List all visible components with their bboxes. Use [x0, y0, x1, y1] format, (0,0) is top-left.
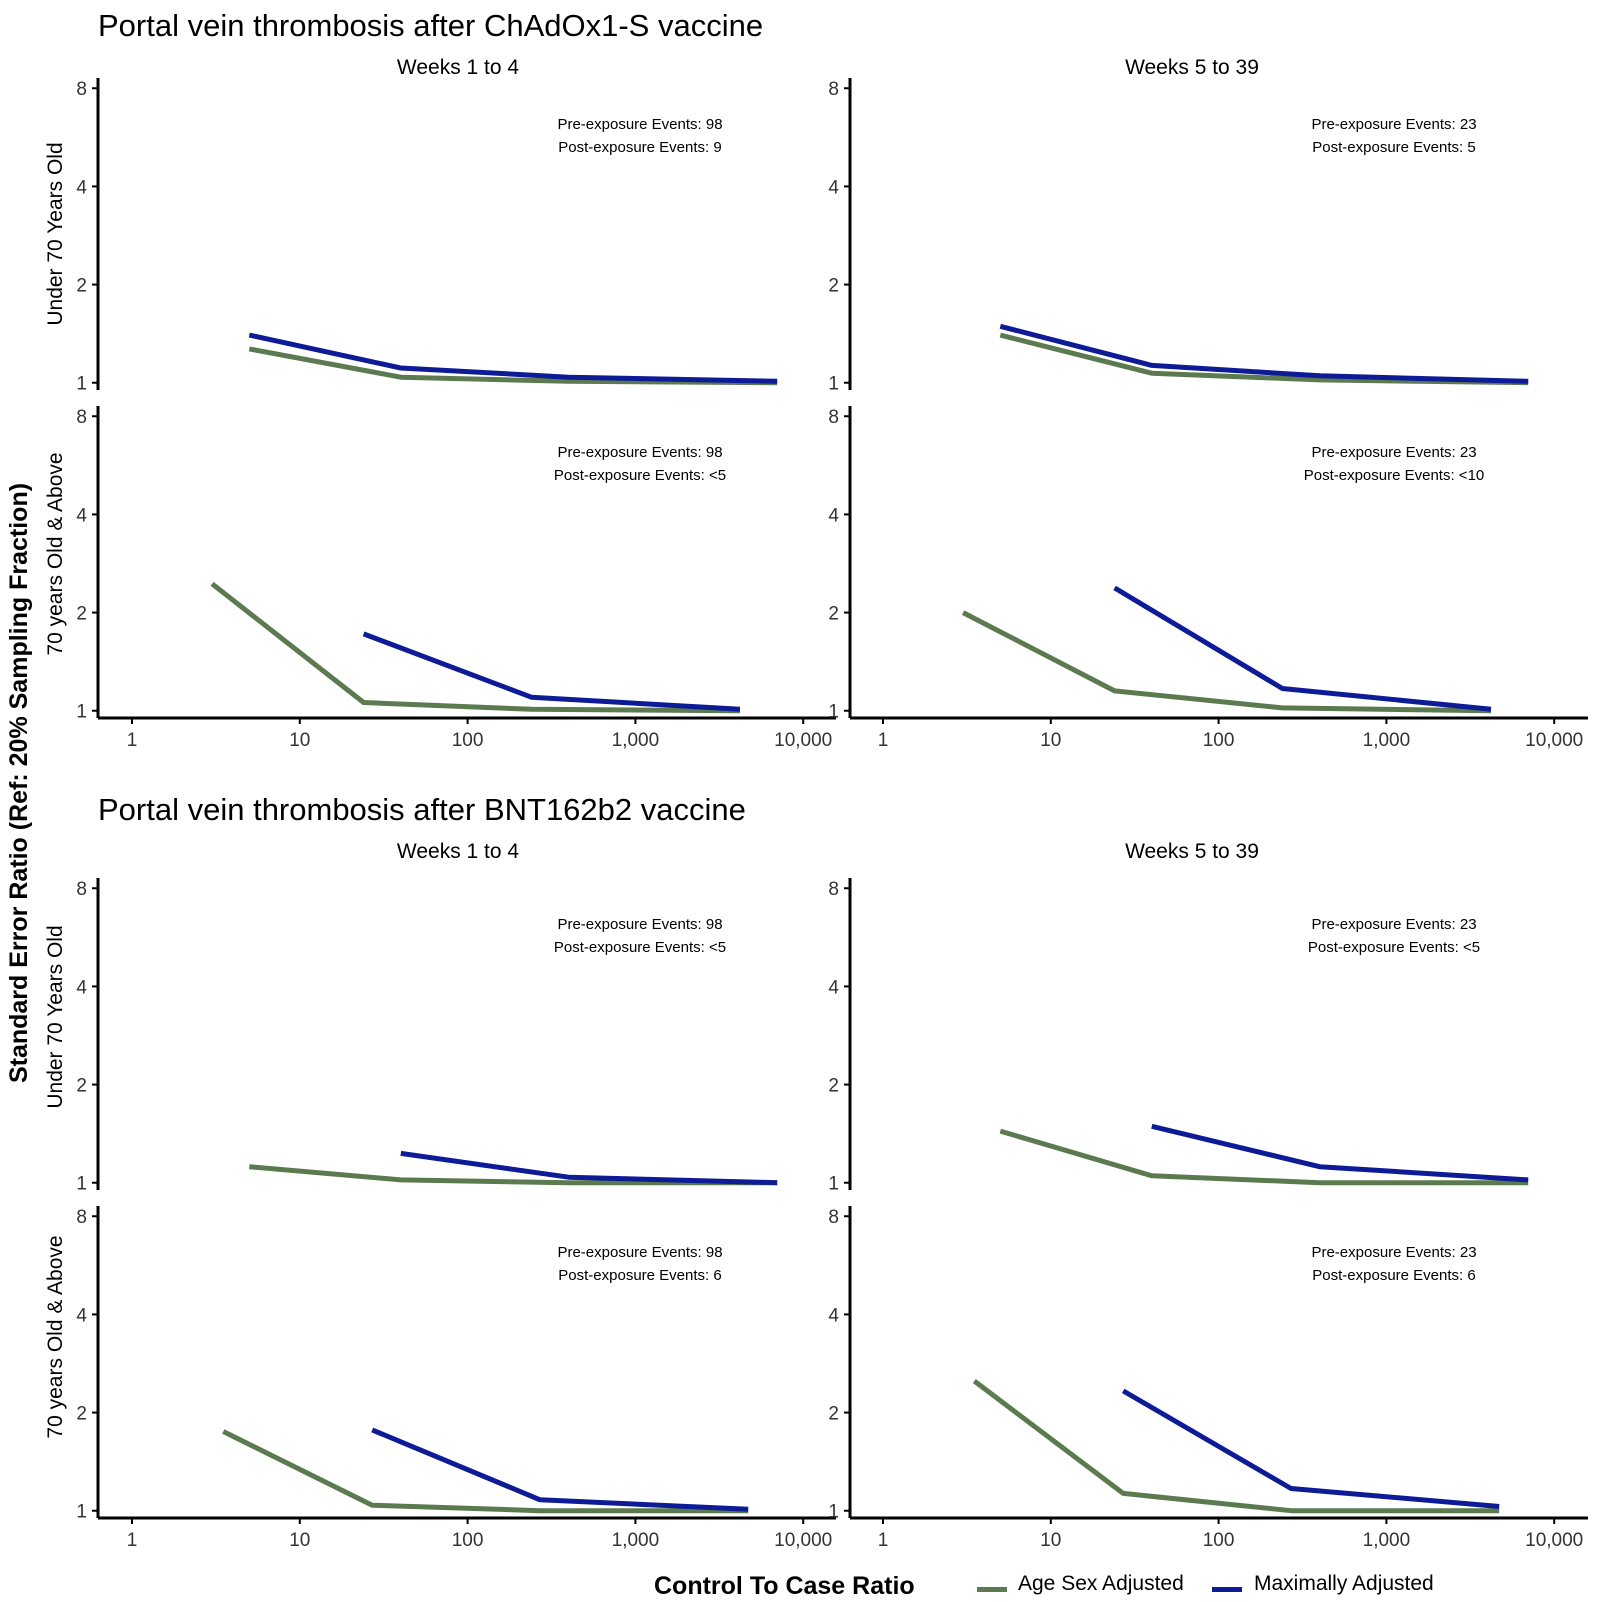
y-tick-label: 1: [76, 1174, 87, 1195]
y-tick-label: 8: [828, 407, 839, 428]
group-title-bnt162b2: Portal vein thrombosis after BNT162b2 va…: [98, 792, 746, 827]
legend-label-age-sex: Age Sex Adjusted: [1018, 1572, 1184, 1595]
series-line-maximally-adjusted: [1151, 1123, 1529, 1183]
y-tick-label: 1: [76, 702, 87, 723]
x-tick-label: 1: [878, 730, 889, 751]
x-tick-label: 100: [1203, 1530, 1235, 1551]
y-tick-label: 2: [76, 1404, 87, 1425]
panel-annotation: Post-exposure Events: <5: [554, 939, 726, 956]
panel-annotation: Pre-exposure Events: 23: [1311, 116, 1476, 133]
y-tick-label: 8: [76, 879, 87, 900]
y-tick-label: 1: [76, 374, 87, 395]
y-tick-label: 4: [828, 977, 839, 998]
x-tick-label: 1: [127, 1530, 138, 1551]
y-tick-label: 4: [828, 505, 839, 526]
group-title-chadox1: Portal vein thrombosis after ChAdOx1-S v…: [98, 8, 764, 43]
panel-annotation: Pre-exposure Events: 98: [557, 116, 722, 133]
y-tick-label: 8: [76, 1207, 87, 1228]
y-tick-label: 2: [76, 604, 87, 625]
y-tick-label: 2: [828, 1076, 839, 1097]
x-tick-label: 10,000: [1525, 1530, 1583, 1551]
strip-weeks-1-4-group2: Weeks 1 to 4: [396, 840, 520, 863]
panel-annotation: Pre-exposure Events: 23: [1311, 444, 1476, 461]
x-tick-label: 100: [452, 1530, 484, 1551]
x-tick-label: 1: [127, 730, 138, 751]
panel-annotation: Pre-exposure Events: 98: [557, 444, 722, 461]
legend-label-maximal: Maximally Adjusted: [1254, 1572, 1434, 1595]
x-tick-label: 100: [1203, 730, 1235, 751]
panel-annotation: Post-exposure Events: 6: [1312, 1267, 1475, 1284]
x-tick-label: 10,000: [774, 1530, 832, 1551]
y-tick-label: 4: [76, 977, 87, 998]
panel-annotation: Pre-exposure Events: 98: [557, 1244, 722, 1261]
panel-annotation: Post-exposure Events: 5: [1312, 139, 1475, 156]
series-line-age-sex-adjusted: [999, 332, 1529, 386]
y-tick-label: 8: [76, 407, 87, 428]
y-tick-label: 2: [76, 276, 87, 297]
x-tick-label: 10,000: [774, 730, 832, 751]
legend-key-maximal: [1212, 1587, 1242, 1592]
y-tick-label: 8: [76, 79, 87, 100]
x-tick-label: 10: [1040, 730, 1061, 751]
y-tick-label: 1: [828, 1174, 839, 1195]
panel-annotation: Pre-exposure Events: 23: [1311, 1244, 1476, 1261]
panel-annotation: Post-exposure Events: 9: [558, 139, 721, 156]
series-line-maximally-adjusted: [999, 323, 1529, 384]
series-line-maximally-adjusted: [248, 332, 778, 384]
x-tick-label: 1,000: [1363, 1530, 1411, 1551]
panel-annotation: Post-exposure Events: <5: [1308, 939, 1480, 956]
series-line-maximally-adjusted: [1113, 585, 1492, 712]
x-tick-label: 100: [452, 730, 484, 751]
legend-key-age-sex: [977, 1587, 1007, 1592]
x-tick-label: 1,000: [612, 1530, 660, 1551]
y-tick-label: 1: [828, 702, 839, 723]
y-tick-label: 8: [828, 879, 839, 900]
series-line-age-sex-adjusted: [222, 1429, 749, 1514]
y-tick-label: 4: [828, 1305, 839, 1326]
panel-annotation: Pre-exposure Events: 23: [1311, 916, 1476, 933]
legend-title: Control To Case Ratio: [654, 1572, 915, 1600]
panel-annotation: Post-exposure Events: <5: [554, 467, 726, 484]
series-line-age-sex-adjusted: [210, 581, 741, 714]
series-line-age-sex-adjusted: [248, 346, 778, 386]
y-tick-label: 2: [76, 1076, 87, 1097]
series-line-age-sex-adjusted: [999, 1128, 1529, 1186]
y-tick-label: 8: [828, 79, 839, 100]
strip-weeks-1-4-group1: Weeks 1 to 4: [396, 56, 520, 79]
series-line-age-sex-adjusted: [961, 610, 1492, 714]
y-tick-label: 2: [828, 1404, 839, 1425]
x-tick-label: 10: [289, 1530, 310, 1551]
x-tick-label: 10,000: [1525, 730, 1583, 751]
panel-annotation: Post-exposure Events: 6: [558, 1267, 721, 1284]
series-line-age-sex-adjusted: [249, 1164, 778, 1186]
panel-annotation: Pre-exposure Events: 98: [557, 916, 722, 933]
y-tick-label: 4: [76, 1305, 87, 1326]
y-tick-label: 8: [828, 1207, 839, 1228]
series-line-maximally-adjusted: [362, 631, 741, 712]
strip-weeks-5-39-group1: Weeks 5 to 39: [1125, 56, 1259, 79]
x-tick-label: 10: [289, 730, 310, 751]
series-line-age-sex-adjusted: [972, 1379, 1500, 1514]
series-line-maximally-adjusted: [400, 1150, 778, 1186]
series-line-maximally-adjusted: [1121, 1388, 1500, 1509]
series-line-maximally-adjusted: [371, 1427, 749, 1512]
y-tick-label: 1: [828, 374, 839, 395]
y-tick-label: 4: [76, 177, 87, 198]
strip-weeks-5-39-group2: Weeks 5 to 39: [1125, 840, 1259, 863]
y-tick-label: 1: [76, 1502, 87, 1523]
x-tick-label: 1,000: [612, 730, 660, 751]
legend: Control To Case Ratio Age Sex Adjusted M…: [0, 1572, 1599, 1602]
y-tick-label: 4: [76, 505, 87, 526]
x-tick-label: 1,000: [1363, 730, 1411, 751]
y-tick-label: 2: [828, 276, 839, 297]
x-tick-label: 1: [878, 1530, 889, 1551]
y-tick-label: 1: [828, 1502, 839, 1523]
y-tick-label: 2: [828, 604, 839, 625]
y-tick-label: 4: [828, 177, 839, 198]
x-tick-label: 10: [1040, 1530, 1061, 1551]
panel-annotation: Post-exposure Events: <10: [1304, 467, 1485, 484]
